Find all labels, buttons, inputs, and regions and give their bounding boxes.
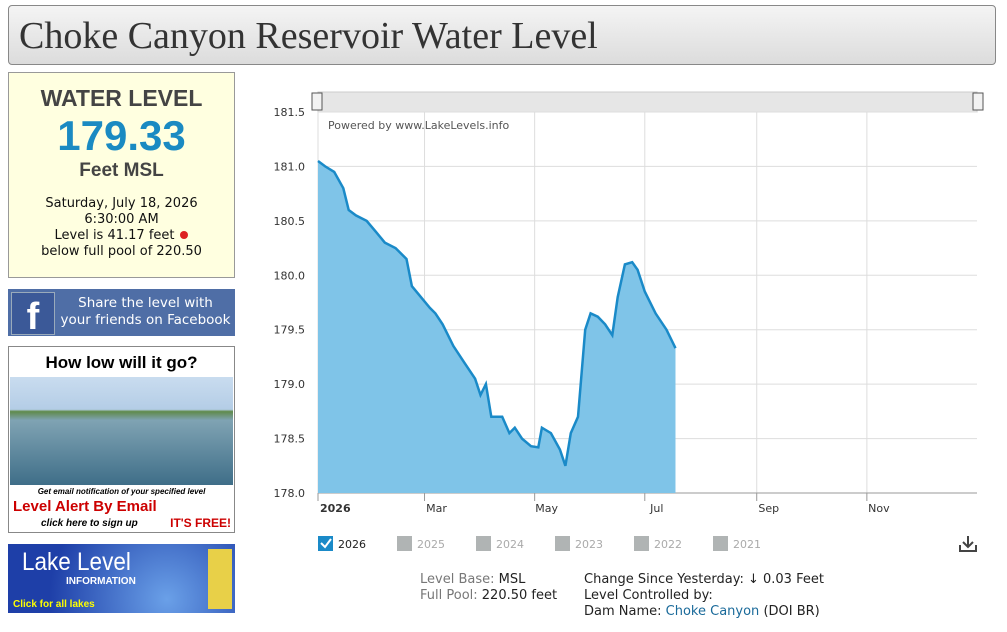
- legend-label: 2023: [575, 538, 603, 551]
- row: Change Since Yesterday: ↓ 0.03 Feet: [584, 572, 824, 588]
- x-tick-label: Nov: [868, 502, 890, 515]
- facebook-share[interactable]: f Share the level with your friends on Fa…: [8, 289, 235, 338]
- legend-box: [476, 536, 491, 551]
- legend-label: 2021: [733, 538, 761, 551]
- unit: Feet MSL: [79, 160, 164, 181]
- y-tick-label: 178.0: [274, 487, 306, 500]
- signup: click here to sign up: [41, 518, 138, 529]
- heading: WATER LEVEL: [40, 85, 203, 111]
- dam-link[interactable]: Choke Canyon: [665, 604, 760, 619]
- legend-item[interactable]: 2023: [555, 536, 603, 551]
- legend-box: [713, 536, 728, 551]
- facebook-logo: f: [11, 292, 55, 338]
- y-tick-label: 181.5: [274, 106, 306, 119]
- label: Dam Name:: [584, 604, 662, 619]
- download-icon[interactable]: [959, 536, 977, 552]
- info-right: Change Since Yesterday: ↓ 0.03 Feet Leve…: [584, 572, 824, 620]
- alert: Level Alert By Email: [13, 498, 157, 515]
- label: Change Since Yesterday:: [584, 572, 744, 587]
- line: [317, 160, 677, 467]
- lake-level-link[interactable]: Lake Level INFORMATION Click for all lak…: [8, 544, 235, 613]
- legend-box: [397, 536, 412, 551]
- legend-box: [318, 536, 333, 551]
- legend-item[interactable]: 2025: [397, 536, 445, 551]
- status-dot: [180, 231, 189, 239]
- y-tick-label: 180.5: [274, 215, 306, 228]
- legend-check: [320, 538, 332, 549]
- title-bar: Choke Canyon Reservoir Water Level: [8, 5, 996, 65]
- navigator-handle[interactable]: [972, 92, 984, 111]
- note: Get email notification of your specified…: [37, 487, 206, 496]
- x-tick-label: Jul: [649, 502, 663, 515]
- question: How low will it go?: [45, 353, 198, 372]
- lake-photo: [10, 377, 233, 485]
- y-tick-label: 178.5: [274, 433, 306, 446]
- share-text: Share the level with your friends on Face…: [58, 295, 233, 329]
- legend-label: 2025: [417, 538, 445, 551]
- value: 220.50 feet: [481, 588, 558, 603]
- legend-label: 2024: [496, 538, 524, 551]
- lake-link: Click for all lakes: [13, 599, 95, 610]
- info-left: Level Base: MSL Full Pool: 220.50 feet: [420, 572, 557, 604]
- lake-title: Lake Level: [22, 548, 131, 576]
- legend-box: [634, 536, 649, 551]
- y-tick-label: 179.0: [274, 378, 306, 391]
- row: Level Base: MSL: [420, 572, 557, 588]
- page-title: Choke Canyon Reservoir Water Level: [19, 15, 598, 57]
- water-level-box: WATER LEVEL 179.33 Feet MSL Saturday, Ju…: [8, 72, 235, 278]
- ruler: [208, 549, 232, 609]
- legend-label: 2022: [654, 538, 682, 551]
- lake-subtitle: INFORMATION: [66, 576, 136, 587]
- row: Full Pool: 220.50 feet: [420, 588, 557, 604]
- legend-item[interactable]: 2026: [318, 536, 366, 551]
- status: Level is 41.17 feet: [9, 228, 234, 244]
- label: Full Pool:: [420, 588, 478, 603]
- legend-label: 2026: [338, 538, 366, 551]
- line: your friends on Facebook: [60, 312, 231, 328]
- y-tick-label: 180.0: [274, 269, 306, 282]
- annotation: Powered by www.LakeLevels.info: [328, 119, 510, 132]
- chart: Powered by www.LakeLevels.info 178.0 178.…: [274, 91, 984, 552]
- level: 179.33: [57, 112, 186, 159]
- alert-ad[interactable]: How low will it go? Get email notificati…: [8, 346, 235, 533]
- legend-box: [555, 536, 570, 551]
- pool: below full pool of 220.50: [41, 244, 202, 259]
- row: Dam Name: Choke Canyon (DOI BR): [584, 604, 824, 620]
- y-tick-label: 179.5: [274, 324, 306, 337]
- navigator-handle[interactable]: [311, 92, 323, 111]
- navigator: [317, 91, 978, 113]
- y-tick-label: 181.0: [274, 160, 306, 173]
- date: Saturday, July 18, 2026: [45, 196, 198, 211]
- free: IT'S FREE!: [170, 516, 231, 530]
- below: Level is 41.17 feet: [54, 228, 175, 243]
- area: [318, 161, 676, 493]
- row: Level Controlled by:: [584, 588, 713, 603]
- value: MSL: [498, 572, 526, 587]
- legend-item[interactable]: 2024: [476, 536, 524, 551]
- value: ↓ 0.03 Feet: [747, 572, 824, 587]
- x-tick-label: Sep: [758, 502, 779, 515]
- value: (DOI BR): [763, 604, 820, 619]
- legend-item[interactable]: 2022: [634, 536, 682, 551]
- line: Share the level with: [78, 295, 213, 311]
- label: Level Base:: [420, 572, 495, 587]
- x-tick-label: 2026: [320, 502, 351, 515]
- x-tick-label: May: [535, 502, 558, 515]
- legend-item[interactable]: 2021: [713, 536, 761, 551]
- x-tick-label: Mar: [426, 502, 447, 515]
- time: 6:30:00 AM: [84, 212, 159, 227]
